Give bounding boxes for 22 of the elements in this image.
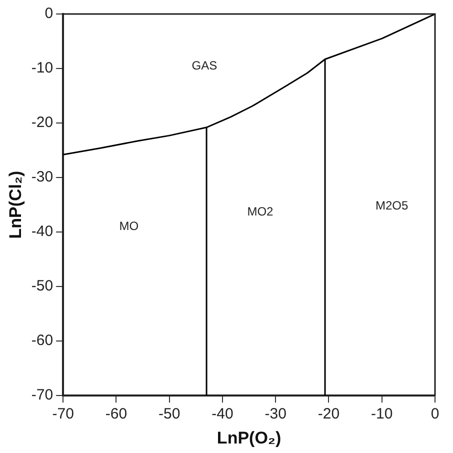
annotation: MO2 <box>247 204 274 219</box>
y-tick-label: -10 <box>31 60 54 77</box>
x-tick-label: -50 <box>158 406 180 423</box>
x-tick-label: 0 <box>430 406 440 423</box>
y-tick-label: -40 <box>31 223 54 240</box>
y-tick-label: -20 <box>31 114 54 132</box>
x-tick-label: -20 <box>318 406 340 423</box>
x-tick-label: -60 <box>105 406 128 423</box>
x-axis-title: LnP(O₂) <box>216 428 282 448</box>
y-axis-title: LnP(Cl₂) <box>6 170 25 239</box>
x-tick-label: -30 <box>264 406 286 423</box>
x-tick-label: -70 <box>52 406 74 423</box>
x-tick-label: -40 <box>212 406 234 423</box>
y-tick-label: -50 <box>31 278 54 295</box>
x-tick-label: -10 <box>371 406 393 423</box>
y-tick-label: 0 <box>44 5 54 22</box>
annotation: MO <box>119 218 139 233</box>
y-tick-label: -30 <box>31 168 54 186</box>
annotation: GAS <box>192 58 218 73</box>
y-tick-label: -70 <box>31 386 54 404</box>
annotation: M2O5 <box>376 198 409 212</box>
y-tick-label: -60 <box>31 332 54 350</box>
